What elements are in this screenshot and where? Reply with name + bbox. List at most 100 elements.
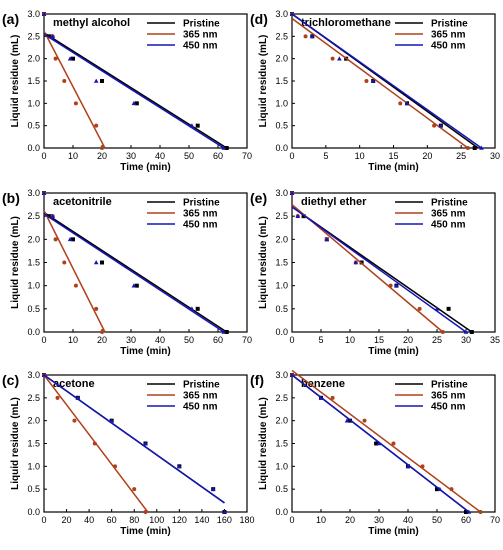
legend-label: Pristine [431,19,468,30]
fit-line [43,374,225,504]
panel-label: (e) [250,190,267,206]
chart-title: acetonitrile [53,196,112,208]
x-tick-label: 120 [172,515,187,525]
legend-label: Pristine [183,380,220,391]
chart-panel-e: 0 5 10 15 20 25 30 35 0.0 0.5 1.0 1.5 2.0 2.5 3.0 Time … [250,188,500,357]
y-tick-label: 2.0 [275,54,288,64]
data-point [73,283,78,288]
y-axis-label: Liquid residue (mL) [10,35,21,128]
data-point [310,33,315,39]
chart-title: acetone [53,378,95,390]
chart-panel-b: 0 10 20 30 40 50 60 70 0.0 0.5 1.0 1.5 2.0 2.5 3.0 Time… [2,188,252,357]
y-tick-label: 2.0 [27,54,40,64]
x-axis-label: Time (min) [120,346,170,357]
data-point [221,145,227,150]
series-365-nm [42,12,106,150]
data-point [41,11,47,16]
y-tick-label: 1.5 [27,76,40,86]
y-axis-label: Liquid residue (mL) [258,397,269,490]
y-tick-label: 2.5 [275,393,288,403]
fit-line [43,213,225,333]
series-365-nm [42,373,149,514]
data-point [449,487,454,492]
data-point [143,510,148,514]
data-point [472,146,477,150]
x-axis-label: Time (min) [368,346,418,357]
data-point [131,100,137,106]
data-point [75,395,81,400]
legend-label: 450 nm [183,41,218,52]
data-point [134,101,139,106]
data-point [289,11,295,16]
y-tick-label: 1.5 [27,439,40,449]
x-tick-label: 20 [403,335,413,345]
x-tick-label: 50 [184,151,194,161]
legend-label: 450 nm [183,220,218,231]
x-axis-label: Time (min) [368,162,418,173]
chart-panel-f: 0 10 20 30 40 50 60 70 0.0 0.5 1.0 1.5 2.0 2.5 3.0 Time… [250,369,500,537]
data-point [67,56,73,61]
y-tick-label: 0.0 [27,143,40,153]
data-point [134,283,139,288]
y-tick-label: 1.0 [27,281,40,291]
data-point [404,100,410,106]
fit-line [291,17,469,149]
y-tick-label: 2.0 [27,234,40,244]
data-point [189,306,195,311]
x-tick-label: 10 [316,515,326,525]
x-tick-label: 0 [41,151,46,161]
y-tick-label: 1.0 [275,281,288,291]
x-tick-label: 20 [97,151,107,161]
data-point [47,34,52,39]
data-point [479,145,484,150]
panel-label: (a) [2,11,19,27]
legend-label: 450 nm [431,41,466,52]
data-point [417,306,422,311]
data-point [100,146,104,150]
data-point [469,330,474,334]
data-point [222,509,227,514]
x-tick-label: 0 [289,151,294,161]
data-point [464,510,468,514]
y-tick-label: 1.0 [27,461,40,471]
x-tick-label: 30 [126,151,136,161]
data-point [438,123,444,128]
data-point [47,214,52,219]
data-point [53,237,58,242]
data-point [53,56,58,61]
data-point [388,283,393,288]
chart-title: diethyl ether [301,196,367,208]
x-tick-label: 5 [323,151,328,161]
x-tick-label: 30 [374,515,384,525]
data-point [100,79,104,83]
legend-label: 450 nm [183,402,218,413]
data-point [374,441,379,446]
data-point [289,190,295,195]
data-point [435,487,439,492]
x-tick-label: 10 [68,151,78,161]
x-tick-label: 70 [490,515,500,525]
y-tick-label: 0.5 [275,304,288,314]
y-tick-label: 2.5 [27,31,40,41]
data-point [330,56,335,61]
series-450-nm [41,11,227,150]
y-tick-label: 2.0 [275,234,288,244]
panel-label: (d) [250,11,268,27]
data-point [210,486,216,491]
legend-label: 450 nm [431,220,466,231]
legend-label: Pristine [431,380,468,391]
data-point [73,101,78,106]
data-point [440,330,445,334]
data-point [41,190,47,195]
data-point [370,78,376,83]
data-point [195,306,200,311]
data-point [189,123,195,128]
data-point [131,283,137,288]
y-tick-label: 1.0 [275,461,288,471]
y-tick-label: 2.0 [275,416,288,426]
data-point [420,464,425,469]
y-axis-label: Liquid residue (mL) [10,397,21,490]
y-tick-label: 0.5 [27,484,40,494]
data-point [71,237,75,242]
x-tick-label: 0 [289,515,294,525]
